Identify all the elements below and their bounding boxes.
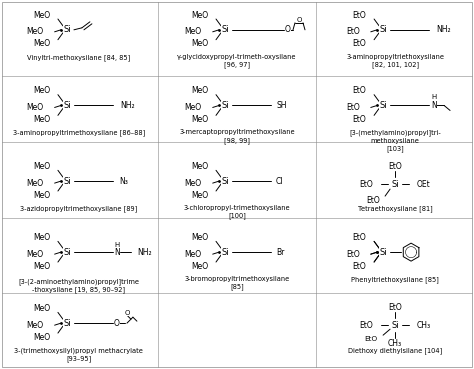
Text: CH₃: CH₃	[388, 339, 402, 348]
Text: EtO: EtO	[388, 303, 402, 312]
Text: EtO: EtO	[352, 115, 366, 124]
Text: MeO: MeO	[33, 11, 50, 20]
Text: MeO: MeO	[27, 321, 44, 330]
Text: NH₂: NH₂	[436, 25, 451, 34]
Text: MeO: MeO	[191, 11, 208, 20]
Text: MeO: MeO	[191, 190, 208, 200]
Text: Si: Si	[221, 101, 229, 110]
Text: EtO: EtO	[352, 86, 366, 95]
Text: 3-(trimethoxysilyl)propyl methacrylate
[93–95]: 3-(trimethoxysilyl)propyl methacrylate […	[15, 347, 143, 362]
Text: 3-mercaptopropyltrimethoxysilane
[98, 99]: 3-mercaptopropyltrimethoxysilane [98, 99…	[179, 130, 295, 144]
Text: MeO: MeO	[33, 162, 50, 171]
Text: O: O	[285, 25, 291, 34]
Text: Si: Si	[63, 248, 71, 257]
Text: EtO: EtO	[352, 39, 366, 48]
Text: Phenyltriethoxysilane [85]: Phenyltriethoxysilane [85]	[351, 276, 439, 283]
Text: MeO: MeO	[27, 103, 44, 112]
Text: MeO: MeO	[191, 86, 208, 95]
Text: 3-chloropropyl-trimethoxysilane
[100]: 3-chloropropyl-trimethoxysilane [100]	[184, 205, 290, 219]
Text: MeO: MeO	[184, 179, 202, 187]
Text: MeO: MeO	[27, 27, 44, 36]
Text: EtO: EtO	[364, 336, 377, 342]
Text: Si: Si	[379, 248, 387, 257]
Text: EtO: EtO	[352, 233, 366, 242]
Text: MeO: MeO	[27, 179, 44, 187]
Text: MeO: MeO	[33, 262, 50, 270]
Text: Si: Si	[391, 180, 399, 189]
Text: MeO: MeO	[184, 103, 202, 112]
Text: [3-(methylamino)propyl]tri-
methoxysilane
[103]: [3-(methylamino)propyl]tri- methoxysilan…	[349, 130, 441, 152]
Text: MeO: MeO	[184, 27, 202, 36]
Text: NH₂: NH₂	[120, 101, 135, 110]
Text: MeO: MeO	[33, 233, 50, 242]
Text: Tetraethoxysilane [81]: Tetraethoxysilane [81]	[358, 205, 432, 212]
Text: MeO: MeO	[191, 39, 208, 48]
Text: H: H	[431, 94, 437, 100]
Text: MeO: MeO	[191, 233, 208, 242]
Text: 3-bromopropyltrimethoxysilane
[85]: 3-bromopropyltrimethoxysilane [85]	[184, 276, 290, 290]
Text: EtO: EtO	[359, 321, 373, 330]
Text: EtO: EtO	[352, 233, 366, 242]
Text: 3-aminopropyltriethoxysilane
[82, 101, 102]: 3-aminopropyltriethoxysilane [82, 101, 1…	[346, 54, 444, 68]
Text: Si: Si	[63, 25, 71, 34]
Text: EtO: EtO	[346, 250, 360, 259]
Text: N: N	[431, 101, 437, 110]
Text: EtO: EtO	[346, 27, 360, 36]
Text: CH₃: CH₃	[417, 321, 431, 330]
Text: H: H	[114, 242, 119, 248]
Text: Si: Si	[221, 248, 229, 257]
Text: O: O	[114, 319, 120, 328]
Text: EtO: EtO	[352, 262, 366, 270]
Text: MeO: MeO	[33, 115, 50, 124]
Text: MeO: MeO	[33, 86, 50, 95]
Text: Si: Si	[379, 25, 387, 34]
Text: EtO: EtO	[346, 103, 360, 112]
Text: MeO: MeO	[27, 250, 44, 259]
Text: Diethoxy diethylsilane [104]: Diethoxy diethylsilane [104]	[348, 347, 442, 354]
Text: Si: Si	[221, 25, 229, 34]
Text: MeO: MeO	[191, 162, 208, 171]
Text: MeO: MeO	[184, 250, 202, 259]
Text: EtO: EtO	[346, 250, 360, 259]
Text: N: N	[114, 248, 120, 257]
Text: Si: Si	[391, 321, 399, 330]
Text: Si: Si	[63, 101, 71, 110]
Text: NH₂: NH₂	[137, 248, 152, 257]
Text: [3-(2-aminoethylamino)propyl]trime
-thoxysilane [19, 85, 90–92]: [3-(2-aminoethylamino)propyl]trime -thox…	[18, 278, 139, 293]
Text: MeO: MeO	[191, 115, 208, 124]
Text: EtO: EtO	[366, 196, 380, 205]
Text: MeO: MeO	[33, 304, 50, 313]
Text: Si: Si	[221, 177, 229, 186]
Text: Si: Si	[63, 177, 71, 186]
Text: EtO: EtO	[352, 262, 366, 270]
Text: MeO: MeO	[33, 332, 50, 342]
Text: Si: Si	[379, 101, 387, 110]
Text: Si: Si	[379, 248, 387, 257]
Text: Si: Si	[63, 319, 71, 328]
Text: MeO: MeO	[33, 39, 50, 48]
Text: O: O	[124, 310, 129, 316]
Text: γ-glycidoxypropyl­trimeth­oxysilane
[96, 97]: γ-glycidoxypropyl­trimeth­oxysilane [96,…	[177, 54, 297, 68]
Text: N₃: N₃	[119, 177, 128, 186]
Text: 3-azidopropyltrimethoxysilane [89]: 3-azidopropyltrimethoxysilane [89]	[20, 205, 137, 212]
Text: EtO: EtO	[388, 162, 402, 170]
Text: Vinyltri­methoxysilane [84, 85]: Vinyltri­methoxysilane [84, 85]	[27, 54, 130, 61]
Text: Cl: Cl	[276, 177, 283, 186]
Text: O: O	[296, 17, 301, 23]
Text: EtO: EtO	[352, 11, 366, 20]
Text: MeO: MeO	[191, 262, 208, 270]
Text: 3-aminopropyltrimethoxysilane [86–88]: 3-aminopropyltrimethoxysilane [86–88]	[13, 130, 145, 136]
Text: Br: Br	[276, 248, 284, 257]
Text: MeO: MeO	[33, 190, 50, 200]
Text: EtO: EtO	[359, 180, 373, 189]
Text: OEt: OEt	[417, 180, 431, 189]
Text: SH: SH	[277, 101, 288, 110]
